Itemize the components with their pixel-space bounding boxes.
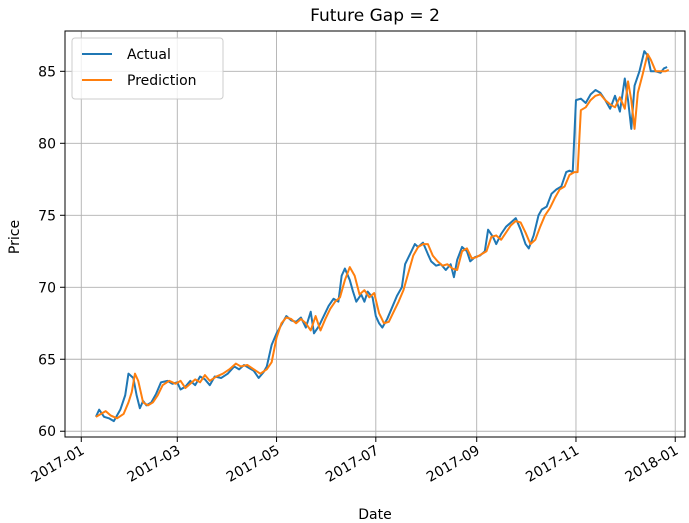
chart-title: Future Gap = 2	[310, 6, 440, 26]
y-tick-label: 60	[38, 424, 56, 440]
y-tick-label: 65	[38, 352, 56, 368]
y-axis-title: Price	[7, 220, 23, 254]
x-tick-label: 2017-07	[323, 443, 382, 486]
x-tick-label: 2017-11	[523, 443, 582, 486]
x-tick-label: 2017-09	[424, 443, 483, 486]
legend-label-prediction: Prediction	[127, 73, 197, 89]
y-tick-label: 70	[38, 280, 56, 296]
y-tick-label: 85	[38, 64, 56, 80]
axes-frame	[64, 30, 686, 438]
y-tick-label: 80	[38, 136, 56, 152]
y-tick-label: 75	[38, 208, 56, 224]
x-tick-label: 2017-05	[224, 443, 283, 486]
x-axis-title: Date	[358, 507, 391, 523]
legend-label-actual: Actual	[127, 47, 171, 63]
x-tick-label: 2018-01	[623, 443, 682, 486]
series-line-prediction	[95, 53, 670, 420]
legend: Actual Prediction	[71, 37, 224, 100]
x-tick-label: 2017-01	[29, 443, 88, 486]
x-tick-label: 2017-03	[125, 443, 184, 486]
grid-lines	[65, 31, 685, 437]
